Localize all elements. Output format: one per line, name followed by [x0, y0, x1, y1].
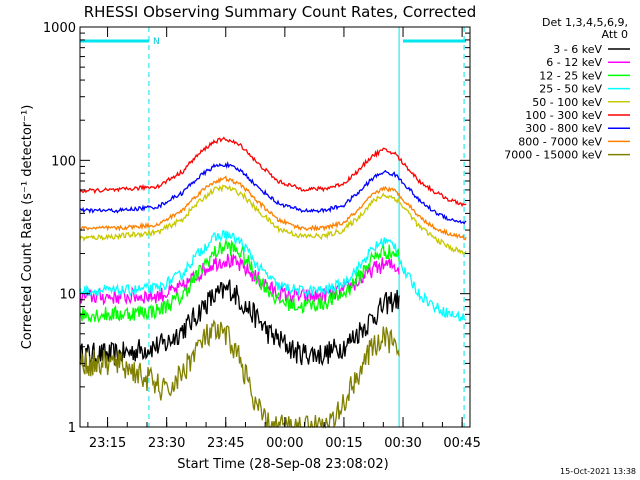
x-tick-label: 00:30	[384, 436, 421, 451]
legend-entry-label: 12 - 25 keV	[539, 69, 602, 82]
y-tick-label: 10	[59, 288, 76, 303]
legend-entry-label: 6 - 12 keV	[546, 56, 602, 69]
legend-entry-label: 100 - 300 keV	[525, 109, 602, 122]
attenuator-label: N	[153, 37, 160, 47]
footer-timestamp: 15-Oct-2021 13:38	[560, 467, 636, 476]
chart-title: RHESSI Observing Summary Count Rates, Co…	[84, 3, 477, 21]
axes: 1 10 100 1000 23:15 23:30 23:45 00:00 00:15 00:30…	[43, 21, 481, 451]
legend-entry-label: 25 - 50 keV	[539, 83, 602, 96]
y-tick-label: 1000	[43, 21, 76, 36]
series-line	[79, 319, 400, 430]
x-tick-label: 00:15	[325, 436, 362, 451]
series-line	[79, 184, 467, 255]
y-tick-label: 100	[51, 154, 76, 169]
series-line	[79, 136, 467, 208]
series-line	[79, 230, 467, 322]
data-series	[79, 136, 467, 430]
plot-frame	[79, 26, 471, 428]
y-tick-label: 1	[68, 421, 76, 436]
x-tick-label: 23:15	[89, 436, 126, 451]
legend-header-detectors: Det 1,3,4,5,6,9,	[542, 16, 628, 29]
legend-header-attenuator: Att 0	[602, 28, 628, 41]
legend-entry-label: 50 - 100 keV	[532, 96, 602, 109]
legend-entry-label: 3 - 6 keV	[553, 43, 602, 56]
legend-entry-label: 7000 - 15000 keV	[504, 149, 602, 162]
series-line	[79, 238, 400, 324]
series-line	[79, 175, 467, 241]
x-axis-label: Start Time (28-Sep-08 23:08:02)	[177, 457, 388, 472]
series-line	[79, 279, 400, 368]
x-tick-label: 23:30	[148, 436, 185, 451]
x-tick-label: 00:00	[266, 436, 303, 451]
legend-entry-label: 800 - 7000 keV	[518, 135, 602, 148]
y-axis-label: Corrected Count Rate (s⁻¹ detector⁻¹)	[20, 105, 35, 350]
legend-entry-label: 300 - 800 keV	[525, 122, 602, 135]
x-tick-label: 00:45	[443, 436, 480, 451]
series-line	[79, 160, 467, 225]
x-tick-label: 23:45	[207, 436, 244, 451]
